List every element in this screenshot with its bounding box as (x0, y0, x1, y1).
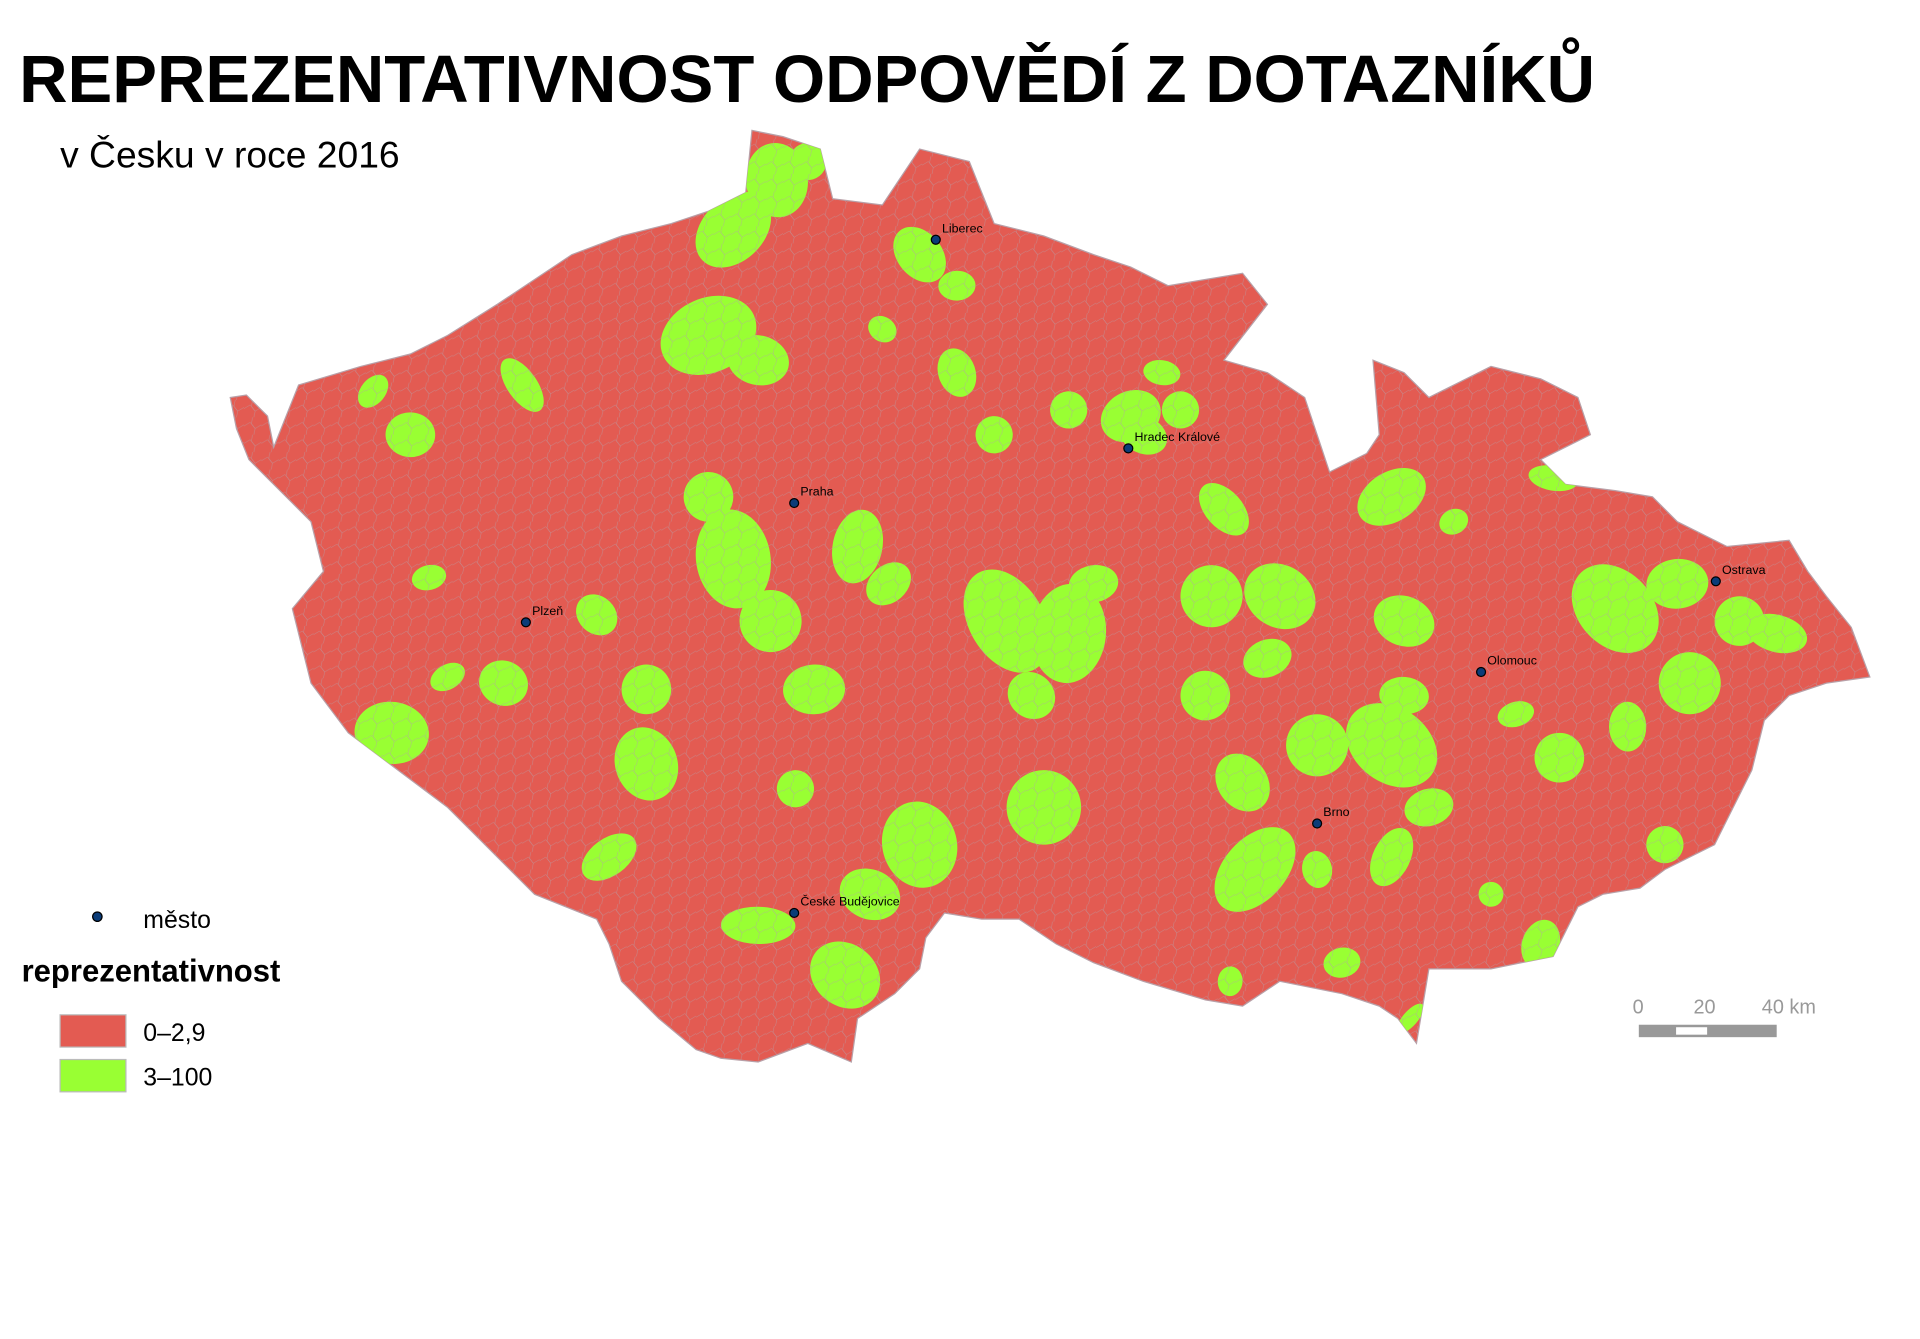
city-liberec: Liberec (930, 221, 983, 245)
legend: město reprezentativnost 0–2,9 3–100 (22, 907, 281, 1093)
legend-city-label: město (143, 907, 211, 934)
city-plzen: Plzeň (520, 604, 563, 628)
svg-text:20: 20 (1693, 997, 1715, 1019)
city-olomouc: Olomouc (1475, 654, 1537, 678)
map-subtitle: v Česku v roce 2016 (60, 134, 400, 176)
city-dot-icon (92, 911, 103, 923)
svg-text:Hradec Králové: Hradec Králové (1135, 430, 1221, 444)
legend-label-low: 0–2,9 (143, 1020, 205, 1047)
svg-text:Liberec: Liberec (942, 221, 983, 235)
map-title: REPREZENTATIVNOST ODPOVĚDÍ Z DOTAZNÍKŮ (19, 37, 1595, 117)
city-hradec-kralove: Hradec Králové (1123, 430, 1221, 454)
legend-label-high: 3–100 (143, 1065, 212, 1092)
svg-text:Praha: Praha (800, 485, 833, 499)
legend-swatch-low (59, 1014, 127, 1048)
svg-text:Olomouc: Olomouc (1487, 654, 1537, 668)
legend-title: reprezentativnost (22, 953, 281, 988)
scale-bar: 0 20 40 km (1633, 997, 1816, 1038)
city-ceske-budejovice: České Budějovice (789, 894, 900, 919)
svg-text:Plzeň: Plzeň (532, 604, 563, 618)
svg-text:České Budějovice: České Budějovice (800, 894, 899, 909)
legend-swatch-high (59, 1058, 127, 1093)
city-ostrava: Ostrava (1710, 563, 1766, 587)
city-praha: Praha (789, 485, 834, 509)
city-brno: Brno (1312, 805, 1350, 829)
svg-text:40 km: 40 km (1762, 997, 1816, 1019)
city-markers: Liberec Hradec Králové Praha Plzeň Ostra… (520, 221, 1766, 919)
svg-text:Ostrava: Ostrava (1722, 563, 1766, 577)
svg-text:Brno: Brno (1323, 805, 1349, 819)
svg-text:0: 0 (1633, 997, 1644, 1019)
